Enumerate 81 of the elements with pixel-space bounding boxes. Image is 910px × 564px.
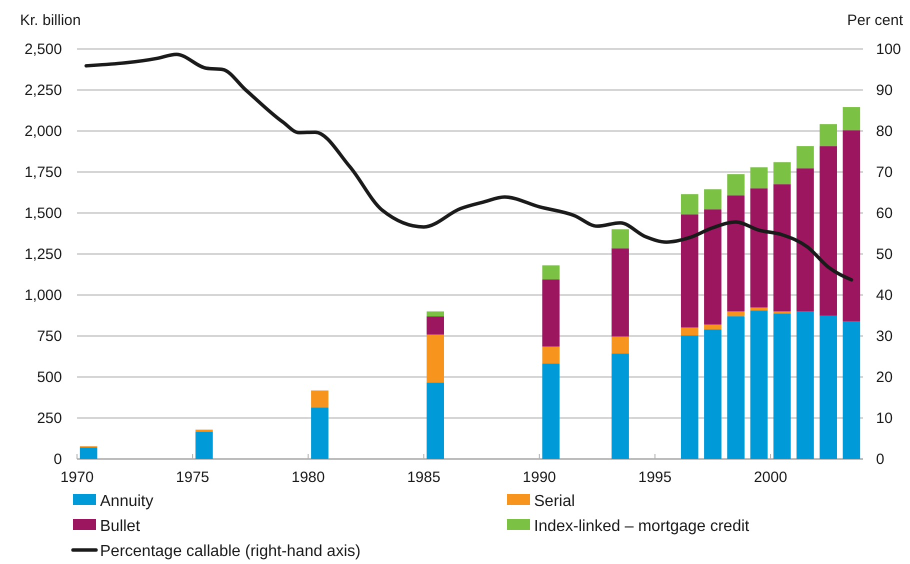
bar [773, 162, 791, 184]
y-tick-label: 1,500 [24, 205, 62, 222]
bar [820, 124, 837, 146]
y2-axis-title: Per cent [847, 12, 904, 29]
y2-tick-label: 80 [876, 123, 893, 140]
y-tick-label: 1,750 [24, 164, 62, 181]
legend-label: Serial [534, 493, 575, 510]
x-tick-label: 1985 [407, 469, 440, 486]
x-tick-label: 1990 [522, 469, 556, 486]
bar [796, 146, 814, 168]
x-tick-label: 1980 [291, 469, 325, 486]
legend-label: Bullet [100, 518, 141, 535]
y2-tick-label: 20 [876, 369, 893, 386]
bar [727, 195, 745, 312]
bar [311, 407, 328, 459]
legend-label: Percentage callable (right-hand axis) [100, 543, 361, 560]
bar [704, 329, 722, 459]
bar [842, 130, 860, 322]
y2-tick-label: 90 [876, 82, 893, 99]
y-tick-label: 0 [54, 451, 62, 468]
bar [426, 316, 444, 335]
bar [680, 214, 698, 328]
y-tick-label: 250 [36, 410, 62, 427]
bar [680, 327, 698, 336]
bar [542, 364, 560, 459]
x-tick-label: 2000 [754, 469, 788, 486]
y2-tick-label: 40 [876, 287, 893, 304]
y-tick-label: 500 [36, 369, 62, 386]
y2-tick-label: 10 [876, 410, 893, 427]
y2-tick-label: 50 [876, 246, 893, 263]
bar [842, 321, 860, 459]
x-tick-label: 1970 [60, 469, 94, 486]
y2-tick-label: 60 [876, 205, 893, 222]
bar [704, 189, 722, 210]
bar [426, 382, 444, 459]
bar [750, 188, 768, 308]
y2-tick-label: 30 [876, 328, 893, 345]
bar [612, 248, 629, 336]
y2-tick-label: 0 [876, 451, 884, 468]
x-tick-label: 1975 [176, 469, 210, 486]
bar [311, 390, 328, 408]
bar [750, 307, 768, 310]
bar [704, 209, 722, 325]
y-tick-label: 2,500 [24, 41, 62, 58]
bar [842, 107, 860, 130]
bar [727, 174, 745, 196]
legend-label: Index-linked – mortgage credit [534, 518, 750, 535]
y-tick-label: 2,000 [24, 123, 62, 140]
y2-tick-label: 70 [876, 164, 893, 181]
y-tick-label: 2,250 [24, 82, 62, 99]
bar [542, 265, 560, 280]
bar [796, 168, 814, 312]
bar [773, 184, 791, 312]
bar [542, 279, 560, 346]
bar [80, 448, 98, 459]
bar [680, 194, 698, 214]
y-tick-label: 750 [36, 328, 62, 345]
legend-label: Annuity [100, 493, 154, 510]
bar [612, 229, 629, 248]
bar [750, 310, 768, 459]
bar [612, 336, 629, 354]
bar [542, 346, 560, 364]
bar [820, 146, 837, 316]
bar [820, 316, 837, 459]
bar [426, 334, 444, 383]
bar [773, 313, 791, 459]
y-tick-label: 1,000 [24, 287, 62, 304]
y2-tick-label: 100 [876, 41, 902, 58]
bar [426, 311, 444, 316]
bar [680, 336, 698, 459]
bar [704, 324, 722, 330]
bar [612, 354, 629, 459]
y-tick-label: 1,250 [24, 246, 62, 263]
line-series [84, 52, 854, 282]
bar [727, 316, 745, 459]
bar [796, 311, 814, 459]
bar [195, 432, 213, 459]
bar [750, 167, 768, 188]
x-tick-label: 1995 [638, 469, 672, 486]
bar [727, 311, 745, 316]
y-axis-title: Kr. billion [20, 12, 81, 29]
